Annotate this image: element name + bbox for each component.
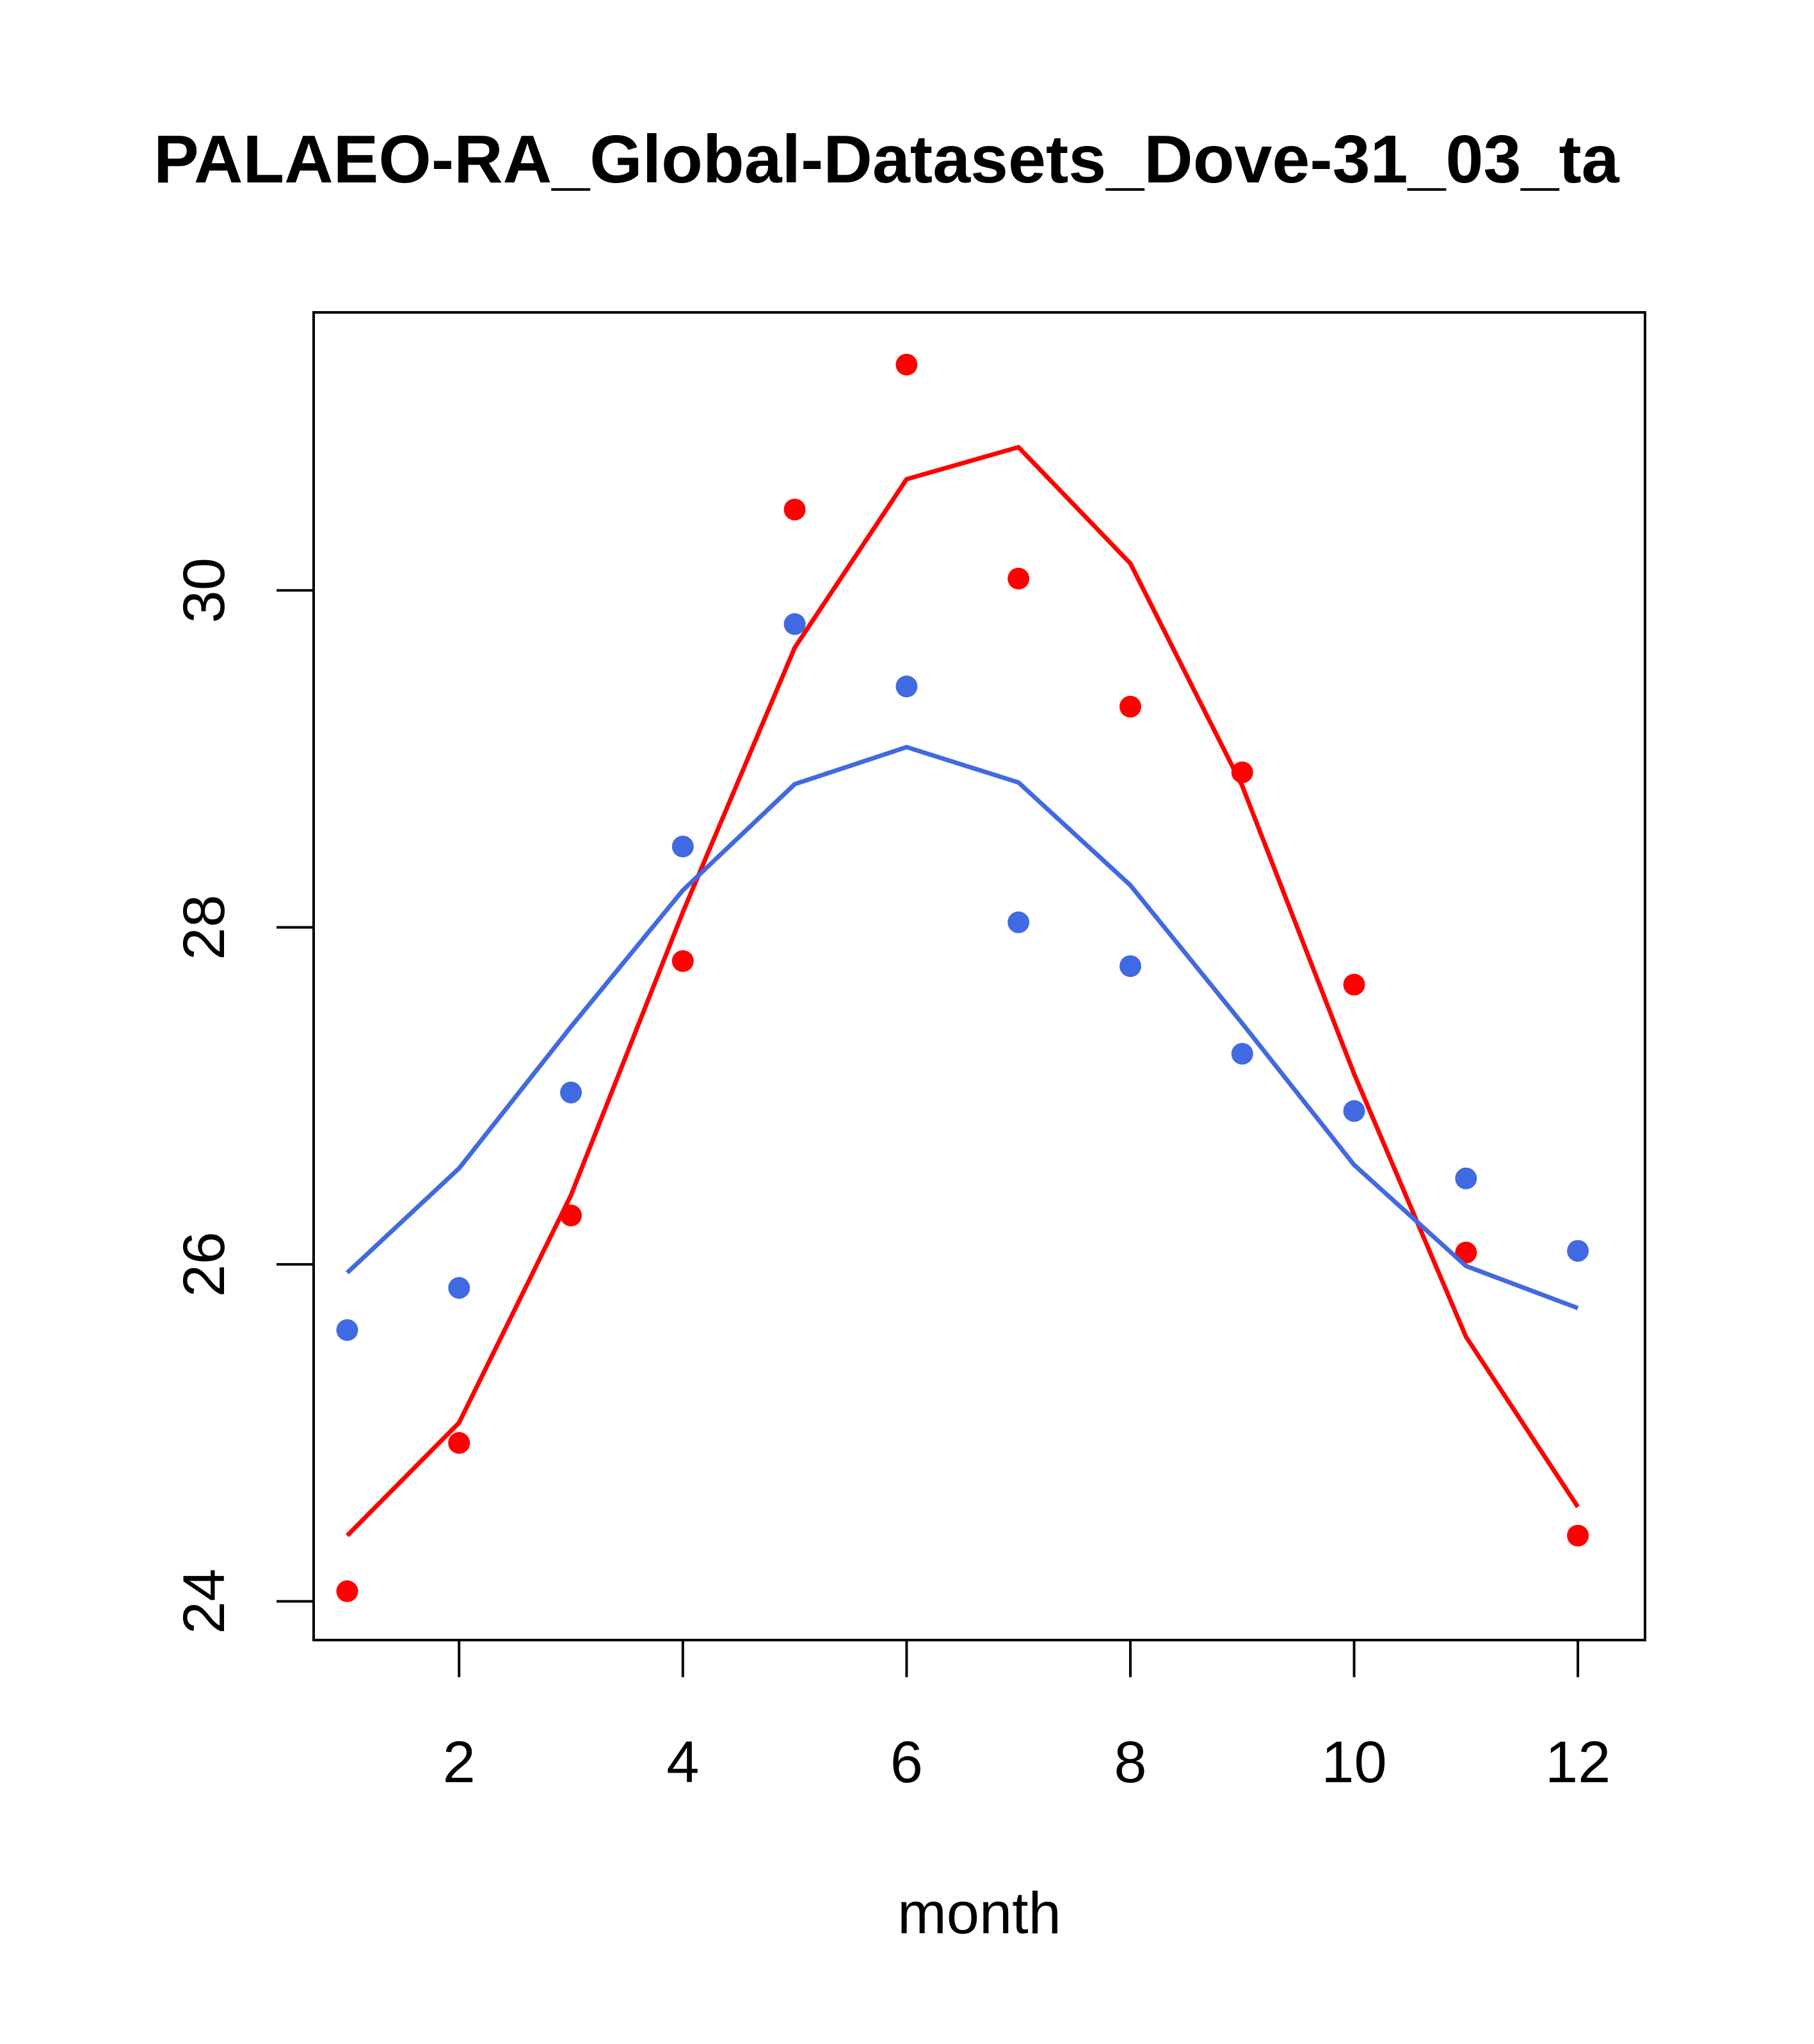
- red-line-series-line: [345, 445, 1580, 1538]
- red-points-data-point: [336, 1580, 358, 1602]
- blue-points-data-point: [671, 835, 694, 858]
- y-tick-label: 30: [172, 558, 237, 623]
- plot-area-frame: [312, 311, 1646, 1641]
- blue-points-data-point: [783, 613, 806, 635]
- red-points-data-point: [1007, 567, 1030, 590]
- x-axis: 2 4 6 8 10 12: [443, 1639, 1610, 1795]
- blue-points-data-point: [1119, 955, 1141, 978]
- blue-points-data-point: [1343, 1100, 1365, 1122]
- y-tick-label: 28: [172, 895, 237, 960]
- x-tick-label: 10: [1321, 1730, 1386, 1795]
- blue-points-data-point: [895, 675, 918, 698]
- red-points-data-point: [1567, 1524, 1589, 1547]
- red-points-data-point: [448, 1432, 470, 1454]
- red-points-data-point: [895, 353, 918, 376]
- blue-points-data-point: [448, 1276, 470, 1299]
- red-points-data-point: [783, 498, 806, 520]
- y-tick-label: 24: [172, 1568, 237, 1634]
- blue-points-data-point: [336, 1319, 358, 1341]
- series-layer: [336, 353, 1589, 1602]
- blue-points-data-point: [560, 1081, 582, 1104]
- blue-points-data-point: [1007, 911, 1030, 933]
- blue-points-data-point: [1567, 1240, 1589, 1262]
- blue-points-data-point: [1455, 1167, 1477, 1189]
- y-tick-label: 26: [172, 1232, 237, 1297]
- red-points-data-point: [1119, 695, 1141, 718]
- x-tick-label: 12: [1545, 1730, 1610, 1795]
- red-points-data-point: [1455, 1241, 1477, 1264]
- x-tick-label: 8: [1114, 1730, 1146, 1795]
- blue-points-data-point: [1231, 1043, 1253, 1065]
- x-tick-label: 2: [443, 1730, 476, 1795]
- blue-line-series-line: [346, 744, 1579, 1310]
- x-tick-label: 6: [890, 1730, 923, 1795]
- red-points-data-point: [1343, 974, 1365, 996]
- red-points-data-point: [671, 950, 694, 972]
- chart-title: PALAEO-RA_Global-Datasets_Dove-31_03_ta: [154, 122, 1620, 197]
- y-axis: 24 26 28 30: [172, 558, 315, 1634]
- x-axis-title: month: [897, 1881, 1061, 1946]
- x-tick-label: 4: [666, 1730, 699, 1795]
